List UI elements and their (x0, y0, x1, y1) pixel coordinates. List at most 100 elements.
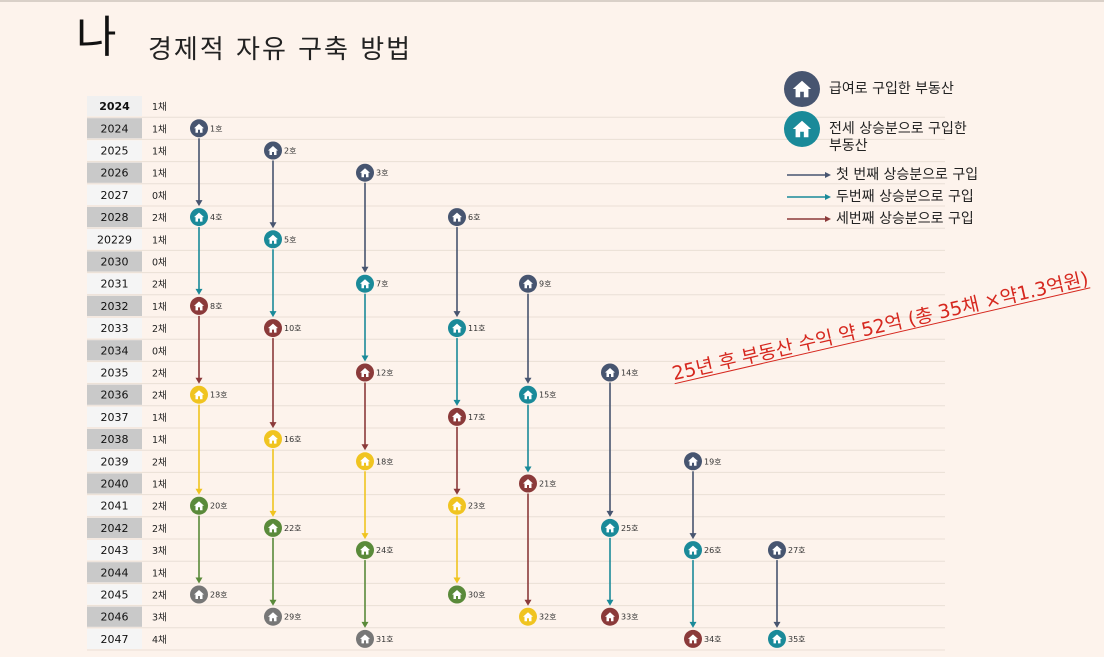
property-node: 34호 (684, 629, 722, 648)
property-node: 18호 (356, 452, 394, 471)
count-label: 1채 (152, 568, 167, 579)
property-label: 25호 (621, 524, 639, 533)
count-label: 2채 (152, 280, 167, 291)
purchase-arrow (195, 227, 203, 295)
property-label: 31호 (376, 635, 394, 644)
year-label: 2034 (101, 344, 129, 357)
year-label: 2027 (101, 189, 129, 202)
purchase-arrow (361, 560, 369, 628)
property-label: 1호 (210, 124, 222, 133)
property-label: 7호 (376, 280, 388, 289)
count-label: 0채 (152, 258, 167, 269)
legend-salary-icon (784, 71, 820, 107)
property-label: 11호 (468, 324, 486, 333)
count-label: 2채 (152, 391, 167, 402)
year-label: 2028 (101, 211, 129, 224)
property-label: 29호 (284, 613, 302, 622)
legend-arrow-first-label: 첫 번째 상승분으로 구입 (836, 167, 979, 183)
property-node: 21호 (519, 474, 557, 493)
property-node: 22호 (264, 518, 302, 537)
year-row: 2042 2채 (87, 517, 945, 540)
year-row: 2030 0채 (87, 251, 945, 274)
property-label: 24호 (376, 546, 394, 555)
count-label: 1채 (152, 302, 167, 313)
property-label: 4호 (210, 213, 222, 222)
purchase-arrow (689, 560, 697, 628)
purchase-arrow (453, 426, 461, 495)
year-cell (87, 207, 142, 228)
property-node: 29호 (264, 607, 302, 626)
year-cell (87, 517, 142, 538)
purchase-arrow (195, 404, 203, 495)
year-row: 2026 1채 (87, 162, 945, 185)
year-row: 2036 2채 (87, 384, 945, 407)
property-label: 34호 (704, 635, 722, 644)
count-label: 2채 (152, 502, 167, 513)
property-label: 9호 (539, 280, 551, 289)
year-cell (87, 273, 142, 294)
property-node: 32호 (519, 607, 557, 626)
purchase-arrow (606, 537, 614, 606)
purchase-arrow (453, 338, 461, 406)
purchase-arrow (689, 471, 697, 540)
count-label: 2채 (152, 591, 167, 602)
year-row: 2028 2채 (87, 207, 945, 229)
legend-arrow-third-icon (787, 216, 831, 222)
year-cell (87, 362, 142, 383)
property-node: 4호 (190, 208, 222, 227)
year-label: 2024 (99, 100, 130, 113)
legend-jeonse-label-line2: 부동산 (829, 138, 868, 154)
property-label: 15호 (539, 391, 557, 400)
property-node: 31호 (356, 629, 394, 648)
year-cell (87, 451, 142, 472)
year-cell (87, 162, 142, 183)
property-node: 26호 (684, 541, 722, 560)
year-cell (87, 540, 142, 561)
purchase-arrow (524, 404, 532, 473)
property-node: 19호 (684, 452, 722, 471)
property-label: 2호 (284, 147, 296, 156)
count-label: 4채 (152, 635, 167, 646)
count-label: 1채 (152, 435, 167, 446)
property-node: 13호 (190, 385, 228, 404)
property-label: 20호 (210, 502, 228, 511)
property-label: 28호 (210, 591, 228, 600)
count-label: 2채 (152, 369, 167, 380)
year-cell (87, 118, 142, 139)
year-label: 2025 (101, 145, 129, 158)
year-label: 2033 (101, 322, 129, 335)
property-node: 23호 (448, 496, 486, 515)
year-row: 2044 1채 (87, 562, 945, 584)
property-node: 2호 (264, 141, 296, 160)
count-label: 1채 (152, 102, 167, 113)
year-cell (87, 606, 142, 627)
year-row: 2033 2채 (87, 318, 945, 340)
property-node: 9호 (519, 274, 551, 293)
property-node: 12호 (356, 363, 394, 382)
year-cell (87, 295, 142, 316)
count-label: 2채 (152, 213, 167, 224)
year-row: 20229 1채 (87, 229, 945, 251)
property-node: 20호 (190, 496, 228, 515)
year-row: 2034 0채 (87, 340, 945, 362)
legend-arrow-third-label: 세번째 상승분으로 구입 (836, 211, 974, 227)
year-cell (87, 562, 142, 583)
year-cell (87, 251, 142, 272)
year-label: 2026 (101, 167, 129, 180)
property-node: 7호 (356, 274, 388, 293)
count-label: 3채 (152, 546, 167, 557)
property-label: 17호 (468, 413, 486, 422)
property-node: 17호 (448, 407, 486, 426)
year-label: 2035 (101, 367, 129, 380)
year-label: 2036 (101, 389, 129, 402)
legend-jeonse-icon (784, 111, 820, 147)
property-label: 21호 (539, 480, 557, 489)
property-label: 12호 (376, 369, 394, 378)
property-label: 18호 (376, 457, 394, 466)
property-label: 26호 (704, 546, 722, 555)
year-cell (87, 584, 142, 605)
property-label: 13호 (210, 391, 228, 400)
property-node: 30호 (448, 585, 486, 604)
year-label: 2037 (101, 411, 129, 424)
